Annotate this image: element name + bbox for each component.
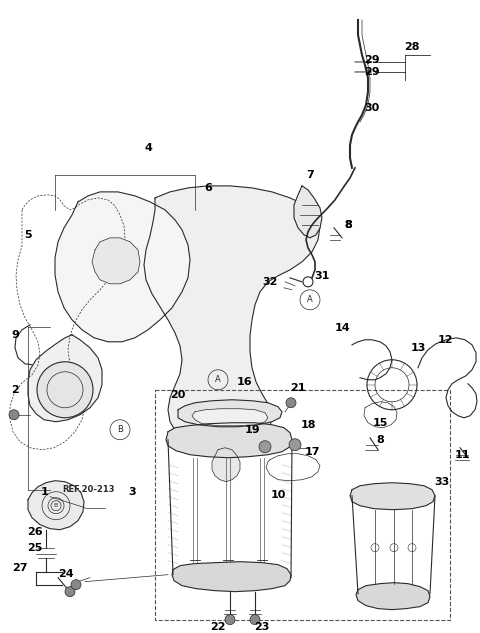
Text: 19: 19 — [244, 425, 260, 435]
Text: 17: 17 — [304, 447, 320, 457]
Text: 33: 33 — [434, 477, 450, 487]
Polygon shape — [192, 409, 268, 426]
Polygon shape — [356, 582, 430, 610]
Text: 8: 8 — [376, 435, 384, 445]
Text: 7: 7 — [306, 170, 314, 180]
Text: 5: 5 — [24, 230, 32, 240]
Text: 24: 24 — [58, 568, 74, 579]
Text: 1: 1 — [41, 487, 49, 497]
Polygon shape — [178, 400, 282, 427]
Polygon shape — [294, 186, 322, 238]
Polygon shape — [28, 480, 84, 530]
Polygon shape — [55, 192, 190, 342]
Text: 13: 13 — [410, 343, 426, 353]
Polygon shape — [350, 483, 435, 510]
Text: 6: 6 — [204, 183, 212, 193]
Text: 9: 9 — [11, 330, 19, 340]
Text: 27: 27 — [12, 563, 28, 573]
Text: 32: 32 — [262, 277, 278, 287]
Circle shape — [286, 398, 296, 408]
Text: 8: 8 — [344, 220, 352, 230]
Circle shape — [250, 615, 260, 625]
Circle shape — [303, 277, 313, 287]
Text: 12: 12 — [437, 335, 453, 345]
Circle shape — [37, 362, 93, 418]
Text: 16: 16 — [237, 377, 253, 387]
Polygon shape — [172, 561, 291, 592]
Text: 11: 11 — [454, 449, 470, 460]
Text: 15: 15 — [372, 418, 388, 428]
Text: 22: 22 — [210, 622, 226, 632]
Polygon shape — [212, 448, 240, 482]
Text: 26: 26 — [27, 527, 43, 537]
Circle shape — [259, 441, 271, 453]
Text: 18: 18 — [300, 420, 316, 430]
Text: B: B — [54, 503, 58, 508]
Text: B: B — [117, 425, 123, 434]
Circle shape — [71, 580, 81, 590]
Bar — [155, 390, 450, 620]
Circle shape — [225, 615, 235, 625]
Text: 20: 20 — [170, 390, 186, 400]
Circle shape — [9, 410, 19, 420]
Text: 29: 29 — [364, 67, 380, 77]
Text: A: A — [215, 375, 221, 384]
Text: 25: 25 — [27, 542, 43, 553]
Text: 30: 30 — [364, 103, 380, 113]
Text: 23: 23 — [254, 622, 270, 632]
Text: A: A — [307, 296, 313, 304]
Text: 10: 10 — [270, 490, 286, 499]
Text: REF.20-213: REF.20-213 — [62, 486, 115, 494]
Polygon shape — [144, 186, 320, 449]
Text: 21: 21 — [290, 383, 306, 392]
Text: 4: 4 — [144, 143, 152, 153]
Text: 2: 2 — [11, 385, 19, 395]
Polygon shape — [166, 423, 292, 458]
Circle shape — [65, 587, 75, 597]
Text: 3: 3 — [128, 487, 136, 497]
Text: 29: 29 — [364, 55, 380, 65]
Text: 8: 8 — [344, 220, 352, 230]
Polygon shape — [28, 335, 102, 422]
Text: 14: 14 — [334, 323, 350, 333]
Text: 31: 31 — [314, 271, 330, 281]
Circle shape — [289, 439, 301, 451]
Polygon shape — [92, 238, 140, 284]
Text: 28: 28 — [404, 42, 420, 52]
